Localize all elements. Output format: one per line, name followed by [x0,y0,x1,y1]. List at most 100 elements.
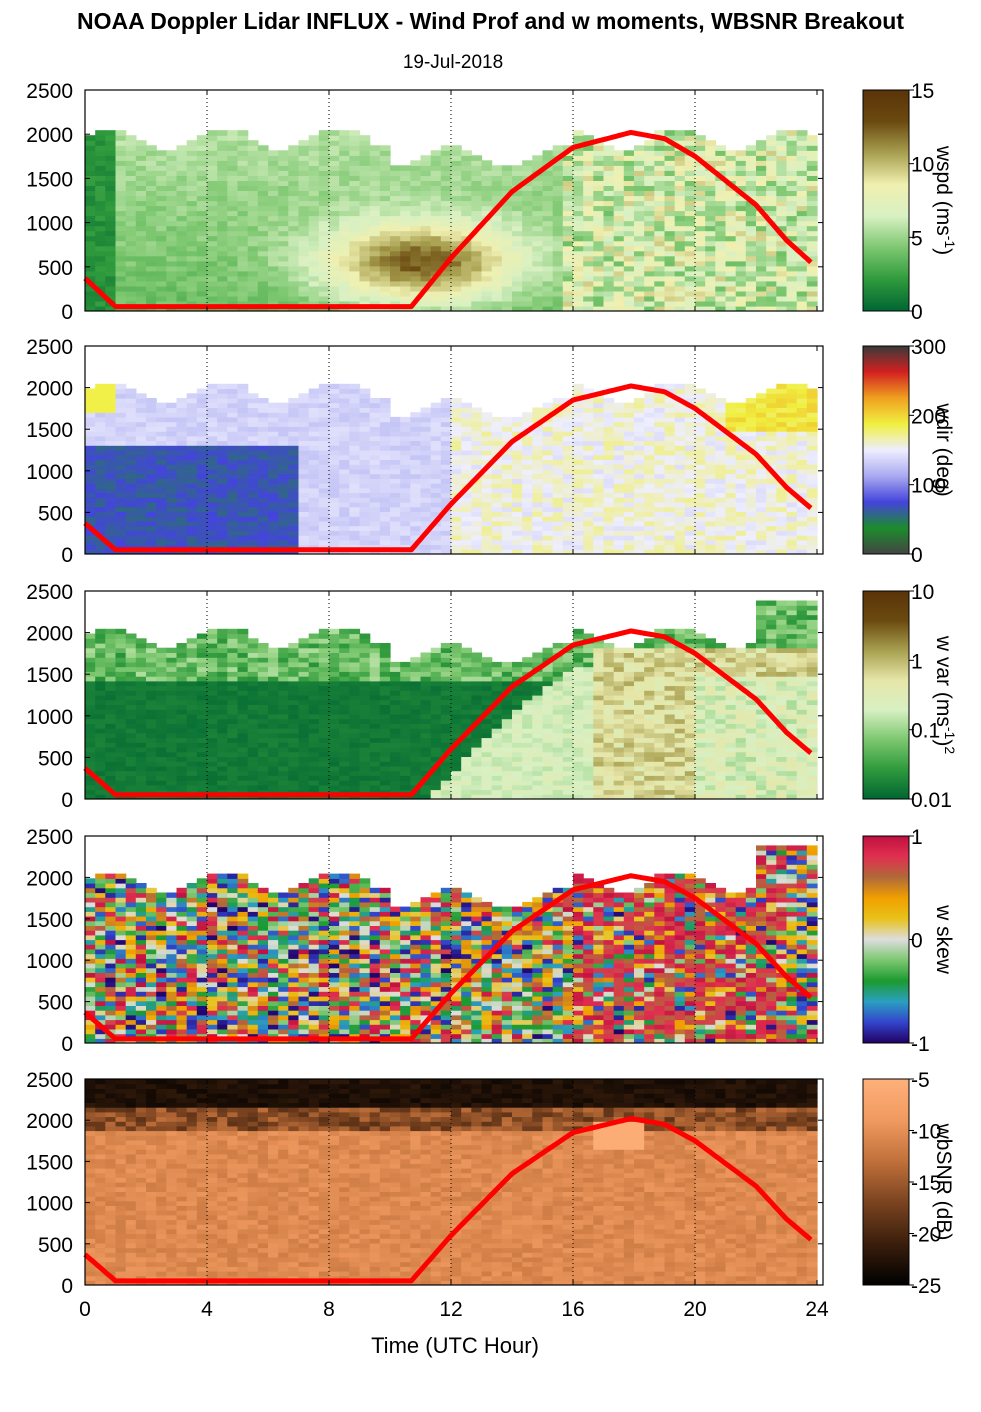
heatmap-cell [85,240,96,247]
heatmap-cell [776,225,788,232]
heatmap-cell [451,230,462,237]
heatmap-cell [135,426,147,432]
heatmap-cell [512,295,523,302]
heatmap-cell [339,492,350,498]
heatmap-cell [298,398,310,404]
heatmap-cell [85,535,96,541]
heatmap-cell [268,160,279,166]
heatmap-cell [156,535,167,541]
heatmap-cell [176,150,188,156]
heatmap-cell [298,520,310,527]
heatmap-cell [298,240,310,247]
heatmap-cell [196,290,208,297]
heatmap-cell [339,295,350,302]
heatmap-cell [217,530,228,536]
heatmap-cell [349,175,361,181]
heatmap-cell [634,285,645,292]
heatmap-cell [329,280,340,287]
heatmap-cell [644,275,655,282]
heatmap-cell [156,155,167,161]
heatmap-cell [318,426,330,432]
heatmap-cell [603,306,615,311]
heatmap-cell [95,756,106,762]
heatmap-cell [115,539,127,546]
heatmap-cell [95,205,106,212]
heatmap-cell [379,260,391,267]
heatmap-cell [217,210,228,217]
heatmap-cell [430,412,442,418]
heatmap-cell [227,215,239,222]
heatmap-cell [237,416,249,423]
heatmap-cell [237,275,249,282]
heatmap-cell [725,280,737,287]
heatmap-cell [217,497,228,503]
heatmap-cell [85,690,96,696]
heatmap-cell [664,426,676,432]
heatmap-cell [115,165,127,171]
heatmap-cell [776,393,788,399]
heatmap-cell [400,502,411,508]
heatmap-cell [308,215,320,222]
heatmap-cell [583,407,594,413]
heatmap-cell [95,450,106,456]
heatmap-cell [400,487,411,494]
heatmap-cell [806,220,818,227]
heatmap-cell [573,290,584,297]
heatmap-cell [379,487,391,494]
heatmap-cell [542,520,554,527]
heatmap-cell [461,200,472,207]
heatmap-cell [105,170,117,176]
heatmap-cell [278,250,289,257]
heatmap-cell [806,145,818,151]
heatmap-cell [806,388,818,394]
heatmap-cell [288,205,300,212]
heatmap-cell [623,280,635,287]
heatmap-cell [766,306,777,311]
heatmap-cell [725,492,737,498]
heatmap-cell [603,426,615,432]
heatmap-cell [664,435,676,442]
heatmap-cell [369,265,381,272]
heatmap-cell [654,407,666,413]
heatmap-cell [583,483,594,489]
heatmap-cell [695,210,706,217]
heatmap-cell [379,275,391,282]
heatmap-cell [410,260,422,267]
heatmap-cell [85,483,96,489]
heatmap-cell [369,535,381,541]
heatmap-cell [796,175,808,181]
heatmap-cell [491,195,503,202]
heatmap-cell [298,511,310,517]
heatmap-cell [674,220,686,227]
heatmap-cell [85,643,96,649]
heatmap-cell [227,200,239,207]
heatmap-cell [562,525,574,531]
heatmap-cell [115,483,127,489]
heatmap-cell [339,265,350,272]
heatmap-cell [674,468,686,475]
heatmap-cell [532,175,544,181]
heatmap-cell [491,525,503,531]
heatmap-cell [644,140,655,146]
heatmap-cell [562,290,574,297]
heatmap-cell [644,549,655,554]
heatmap-cell [471,205,483,212]
heatmap-cell [674,478,686,484]
heatmap-cell [146,464,157,470]
heatmap-cell [196,464,208,470]
heatmap-cell [654,205,666,212]
colorbar-tick-label: 100 [911,475,946,498]
heatmap-cell [339,175,350,181]
heatmap-cell [135,511,147,517]
heatmap-cell [583,285,594,292]
heatmap-cell [562,483,574,489]
heatmap-cell [674,435,686,442]
heatmap-cell [634,468,645,475]
heatmap-cell [166,260,178,267]
heatmap-cell [705,285,716,292]
heatmap-cell [695,454,706,460]
heatmap-cell [359,150,371,156]
heatmap-cell [634,511,645,517]
heatmap-cell [156,450,167,456]
heatmap-cell [603,506,615,512]
